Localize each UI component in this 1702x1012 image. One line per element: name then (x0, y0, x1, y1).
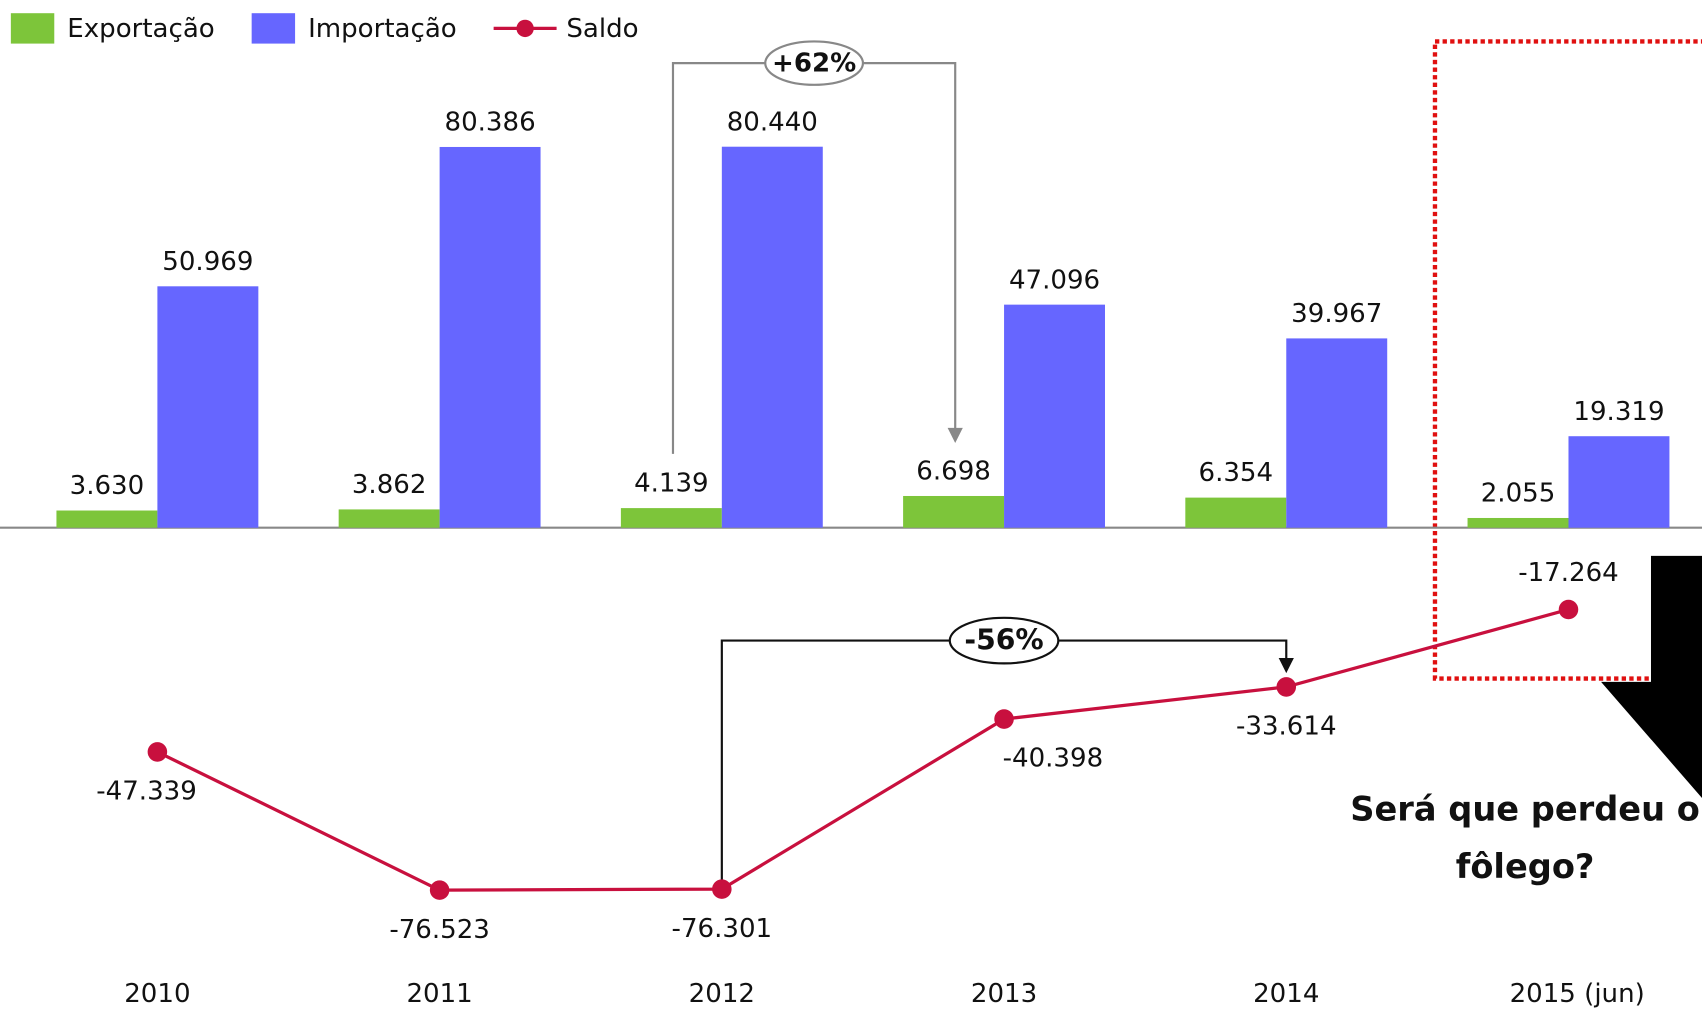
data-label: -40.398 (1003, 744, 1104, 774)
data-label: 80.440 (727, 107, 818, 137)
arrow-head (1278, 657, 1294, 674)
data-label: 50.969 (162, 247, 253, 277)
bar (1185, 497, 1287, 528)
legend-label: Saldo (566, 14, 638, 44)
annotation-oval (948, 616, 1060, 665)
data-label: -17.264 (1518, 558, 1619, 588)
point (429, 880, 450, 900)
point (994, 709, 1014, 729)
x-tick-label: 2012 (689, 979, 755, 1009)
highlight-box (1432, 39, 1702, 681)
bar (903, 495, 1005, 528)
arrow-head (947, 427, 963, 444)
point (712, 879, 732, 899)
point (147, 742, 168, 762)
x-tick-label: 2010 (124, 979, 190, 1009)
bar (721, 146, 823, 528)
data-label: 6.698 (916, 457, 991, 487)
annotation: +62% (772, 49, 856, 79)
point (1558, 599, 1579, 620)
x-tick-label: 2013 (971, 979, 1037, 1009)
data-label: -76.301 (672, 914, 773, 944)
data-label: 4.139 (634, 469, 709, 499)
marks: 2010 2011 2012 2013 2014 2015 (jun) 3.630 3.862… (56, 107, 1670, 1009)
data-label: 47.096 (1009, 265, 1100, 295)
legend-label: Importação (308, 14, 457, 44)
big-arrow (1601, 555, 1702, 798)
data-label: -76.523 (389, 915, 490, 945)
legend-swatch (10, 13, 55, 44)
bar (1286, 338, 1388, 528)
annotation: fôlego? (1456, 847, 1595, 886)
annotation-oval (764, 40, 865, 86)
bar (1467, 517, 1569, 528)
x-tick-label: 2014 (1253, 979, 1319, 1009)
bar (620, 508, 722, 528)
data-label: -33.614 (1236, 712, 1337, 742)
data-label: 2.055 (1481, 479, 1556, 509)
legend-label: Exportação (67, 14, 214, 44)
line (156, 607, 1569, 892)
bar (1004, 304, 1105, 528)
data-label: 39.967 (1291, 299, 1382, 329)
point (1276, 677, 1297, 697)
bar (157, 286, 259, 528)
bar (56, 510, 158, 528)
bar (1568, 436, 1670, 528)
data-label: 19.319 (1573, 397, 1664, 427)
x-tick-label: 2015 (jun) (1510, 979, 1645, 1009)
label-bg (92, 777, 201, 807)
data-label: -47.339 (96, 777, 197, 807)
x-tick-label: 2011 (406, 979, 472, 1009)
data-label: 3.862 (352, 470, 427, 500)
bar (439, 146, 541, 528)
legend-swatch (516, 19, 534, 38)
data-label: 6.354 (1199, 458, 1274, 488)
data-label: 3.630 (70, 471, 145, 501)
annotation: -56% (964, 624, 1043, 657)
legend-swatch (251, 13, 296, 44)
data-label: 80.386 (445, 108, 536, 138)
bar (338, 509, 440, 528)
annotation: Será que perdeu o (1350, 790, 1700, 829)
label-bg (998, 745, 1108, 774)
